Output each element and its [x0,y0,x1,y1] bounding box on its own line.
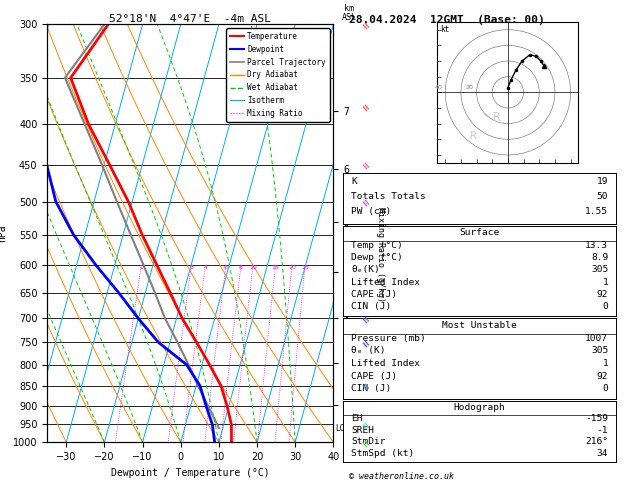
Text: -1: -1 [597,426,608,434]
Text: 20: 20 [288,265,296,270]
Text: SREH: SREH [351,426,374,434]
Text: θₑ (K): θₑ (K) [351,347,386,355]
Legend: Temperature, Dewpoint, Parcel Trajectory, Dry Adiabat, Wet Adiabat, Isotherm, Mi: Temperature, Dewpoint, Parcel Trajectory… [226,28,330,122]
Text: $\equiv$: $\equiv$ [359,99,374,114]
Text: 28.04.2024  12GMT  (Base: 00): 28.04.2024 12GMT (Base: 00) [349,15,545,25]
Text: $\equiv$: $\equiv$ [359,417,374,432]
Text: Most Unstable: Most Unstable [442,321,517,330]
Text: 15: 15 [272,265,279,270]
Text: EH: EH [351,414,362,423]
Text: Lifted Index: Lifted Index [351,278,420,287]
Text: 10: 10 [249,265,257,270]
Text: -159: -159 [585,414,608,423]
Text: CAPE (J): CAPE (J) [351,290,397,299]
Text: R: R [493,110,500,123]
Text: StmSpd (kt): StmSpd (kt) [351,449,415,458]
Text: 25: 25 [301,265,309,270]
Text: 8: 8 [239,265,243,270]
Text: 13.3: 13.3 [585,241,608,250]
Text: $\equiv$: $\equiv$ [359,311,374,326]
Text: $\equiv$: $\equiv$ [359,335,374,350]
Text: K: K [351,176,357,186]
Text: 1: 1 [140,265,143,270]
Text: $\equiv$: $\equiv$ [359,157,374,173]
Text: 92: 92 [597,290,608,299]
Y-axis label: hPa: hPa [0,225,8,242]
Text: 305: 305 [591,265,608,274]
Text: 92: 92 [597,372,608,381]
Text: 305: 305 [591,347,608,355]
Text: 8.9: 8.9 [591,253,608,262]
Title: 52°18'N  4°47'E  -4m ASL: 52°18'N 4°47'E -4m ASL [109,14,271,23]
Text: © weatheronline.co.uk: © weatheronline.co.uk [349,472,454,481]
Text: PW (cm): PW (cm) [351,208,391,216]
Text: 6: 6 [224,265,228,270]
Text: Dewp (°C): Dewp (°C) [351,253,403,262]
Text: Pressure (mb): Pressure (mb) [351,333,426,343]
Text: 50: 50 [597,192,608,201]
Text: 20: 20 [465,85,474,90]
Text: 1: 1 [603,278,608,287]
Text: 0: 0 [603,384,608,394]
Text: Temp (°C): Temp (°C) [351,241,403,250]
Text: 4: 4 [203,265,208,270]
Text: θₑ(K): θₑ(K) [351,265,380,274]
Text: 1: 1 [603,359,608,368]
Text: 34: 34 [597,449,608,458]
Text: 19: 19 [597,176,608,186]
Text: 0: 0 [603,302,608,311]
Text: StmDir: StmDir [351,437,386,446]
Text: 216°: 216° [585,437,608,446]
Text: $\equiv$: $\equiv$ [359,379,374,393]
Text: 40: 40 [434,85,442,90]
X-axis label: Dewpoint / Temperature (°C): Dewpoint / Temperature (°C) [111,468,270,478]
Text: 1007: 1007 [585,333,608,343]
Text: Mixing Ratio (g/kg): Mixing Ratio (g/kg) [376,207,385,302]
Text: R: R [469,131,476,141]
Text: LCL: LCL [335,424,349,433]
Text: Totals Totals: Totals Totals [351,192,426,201]
Text: Hodograph: Hodograph [454,403,506,412]
Text: km
ASL: km ASL [342,4,357,22]
Text: 1.55: 1.55 [585,208,608,216]
Text: Surface: Surface [460,228,499,237]
Text: CIN (J): CIN (J) [351,384,391,394]
Text: kt: kt [440,25,450,34]
Text: CIN (J): CIN (J) [351,302,391,311]
Text: $\equiv$: $\equiv$ [359,194,374,209]
Text: $\equiv$: $\equiv$ [359,17,374,32]
Text: 3: 3 [189,265,193,270]
Text: $\equiv$: $\equiv$ [359,435,374,450]
Text: Lifted Index: Lifted Index [351,359,420,368]
Text: CAPE (J): CAPE (J) [351,372,397,381]
